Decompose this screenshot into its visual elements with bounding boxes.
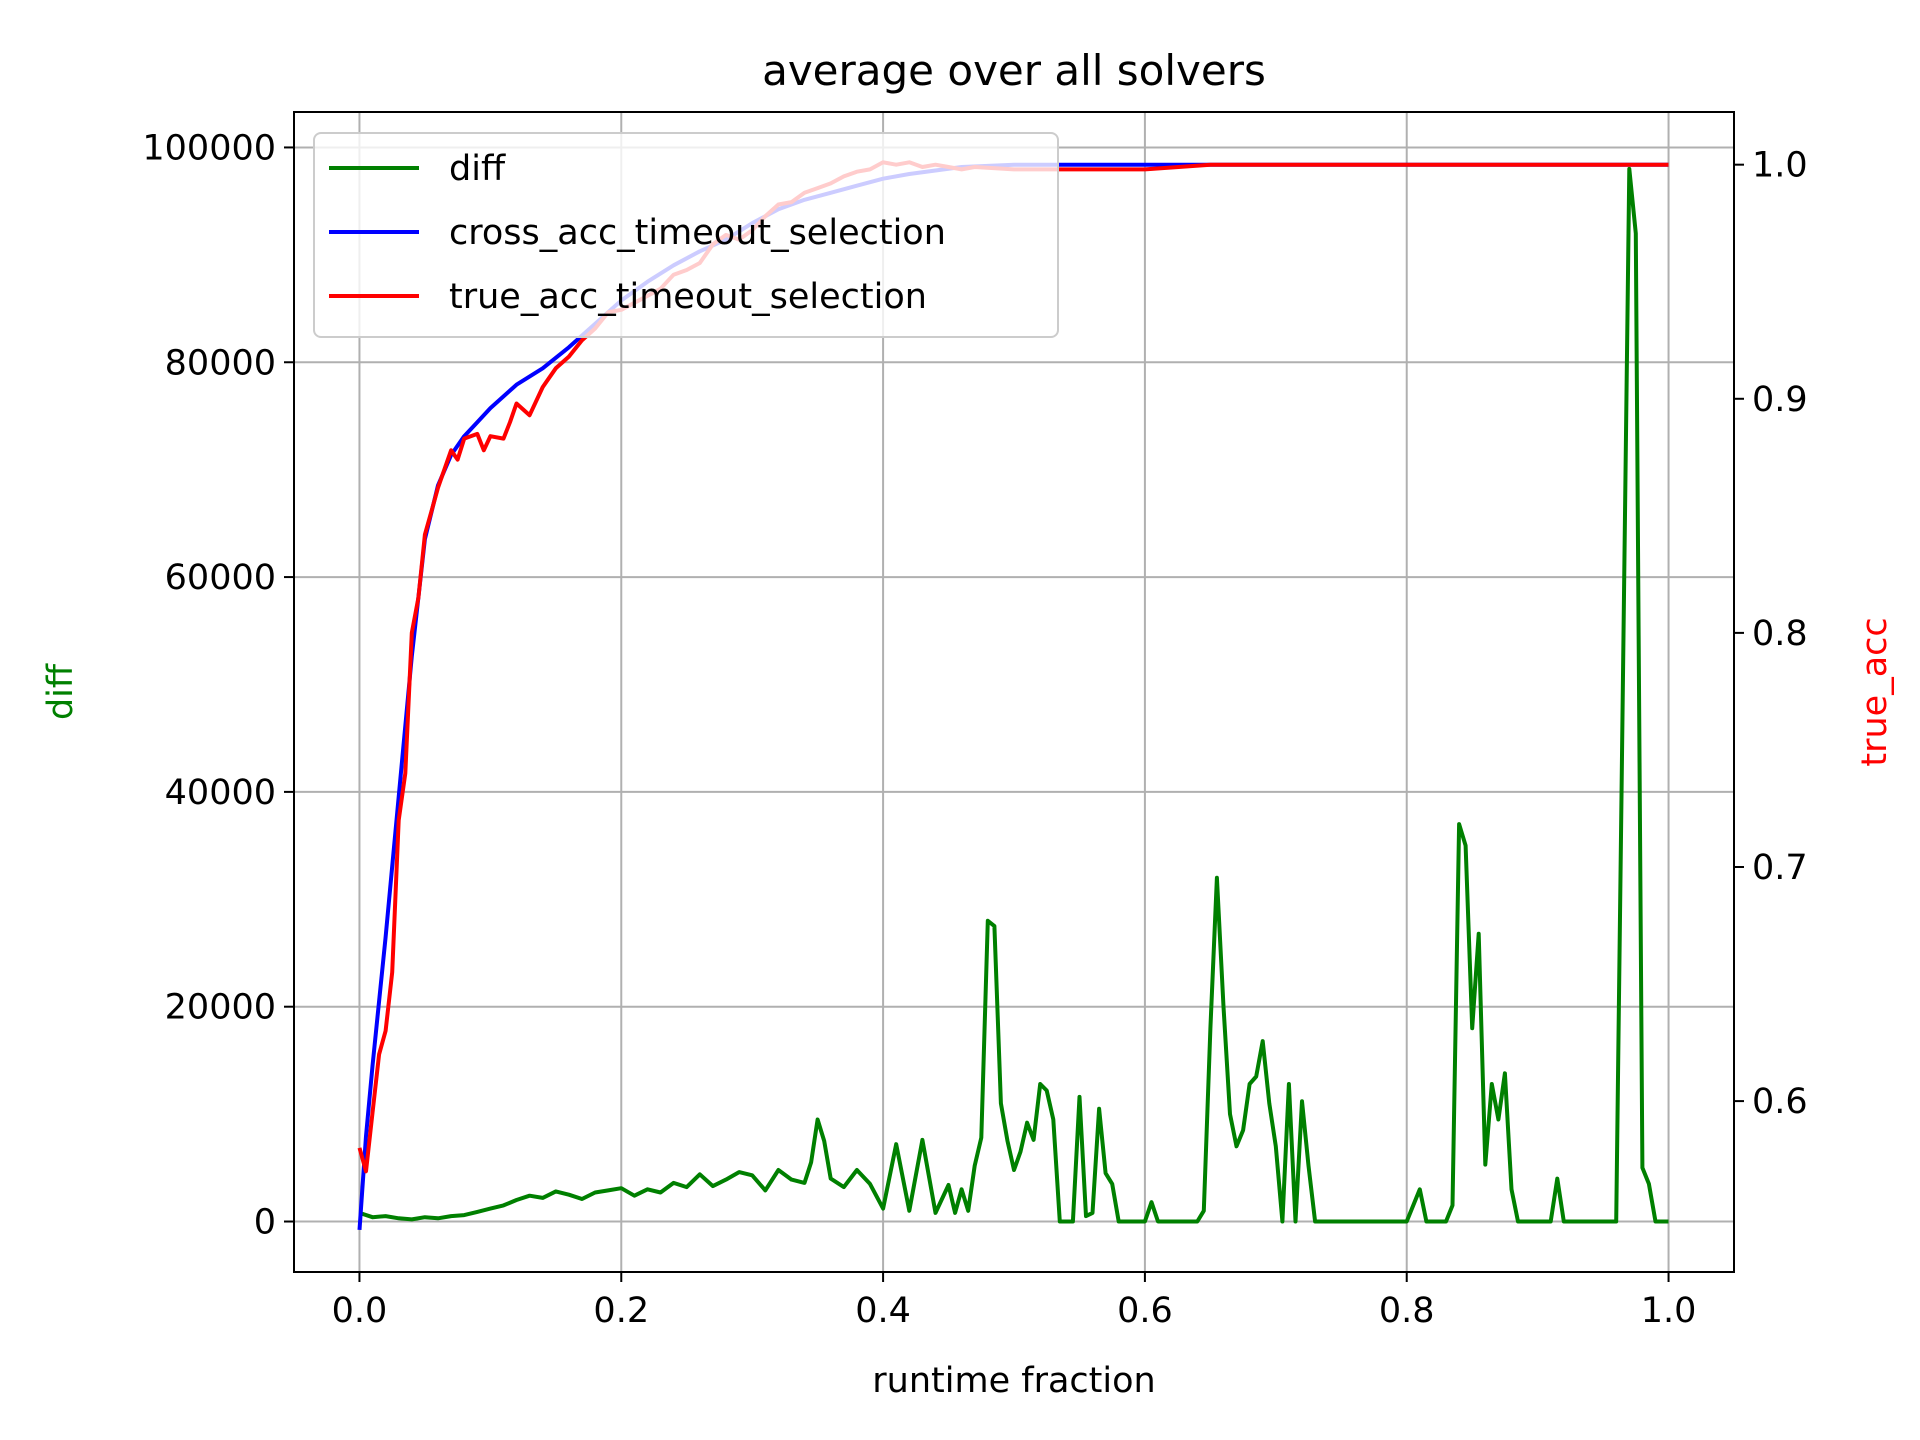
x-tick-label: 1.0	[1641, 1291, 1697, 1331]
left-y-tick-label: 20000	[165, 988, 276, 1028]
left-y-tick-label: 100000	[142, 128, 276, 168]
left-y-tick-label: 80000	[165, 343, 276, 383]
left-y-tick-label: 0	[254, 1203, 276, 1243]
chart-title: average over all solvers	[762, 46, 1266, 95]
x-tick-label: 0.4	[855, 1291, 911, 1331]
right-y-tick-label: 1.0	[1752, 146, 1808, 186]
ticks: 0.0 0.2 0.4 0.6 0.8 1.0 0 20000 40000 60000 80000 1…	[142, 128, 1807, 1331]
series-line-diff	[358, 166, 1669, 1224]
right-y-tick-label: 0.7	[1752, 848, 1808, 888]
right-y-tick-label: 0.9	[1752, 380, 1808, 420]
left-axis-title: diff	[41, 663, 81, 720]
x-tick-label: 0.8	[1379, 1291, 1435, 1331]
legend-label-true-acc: true_acc_timeout_selection	[449, 277, 927, 317]
legend-frame	[313, 132, 1059, 338]
legend: diff cross_acc_timeout_selection true_ac…	[313, 132, 1059, 338]
right-y-tick-label: 0.6	[1752, 1082, 1808, 1122]
x-axis-title: runtime fraction	[872, 1361, 1155, 1401]
left-y-tick-label: 60000	[165, 558, 276, 598]
left-y-tick-label: 40000	[165, 773, 276, 813]
right-y-tick-label: 0.8	[1752, 614, 1808, 654]
x-tick-label: 0.2	[593, 1291, 649, 1331]
x-tick-label: 0.6	[1117, 1291, 1173, 1331]
plot-frame	[293, 111, 1735, 1273]
legend-label-cross-acc: cross_acc_timeout_selection	[449, 213, 946, 253]
x-tick-label: 0.0	[332, 1291, 388, 1331]
legend-label-diff: diff	[449, 149, 506, 189]
right-axis-title: true_acc	[1855, 617, 1895, 766]
